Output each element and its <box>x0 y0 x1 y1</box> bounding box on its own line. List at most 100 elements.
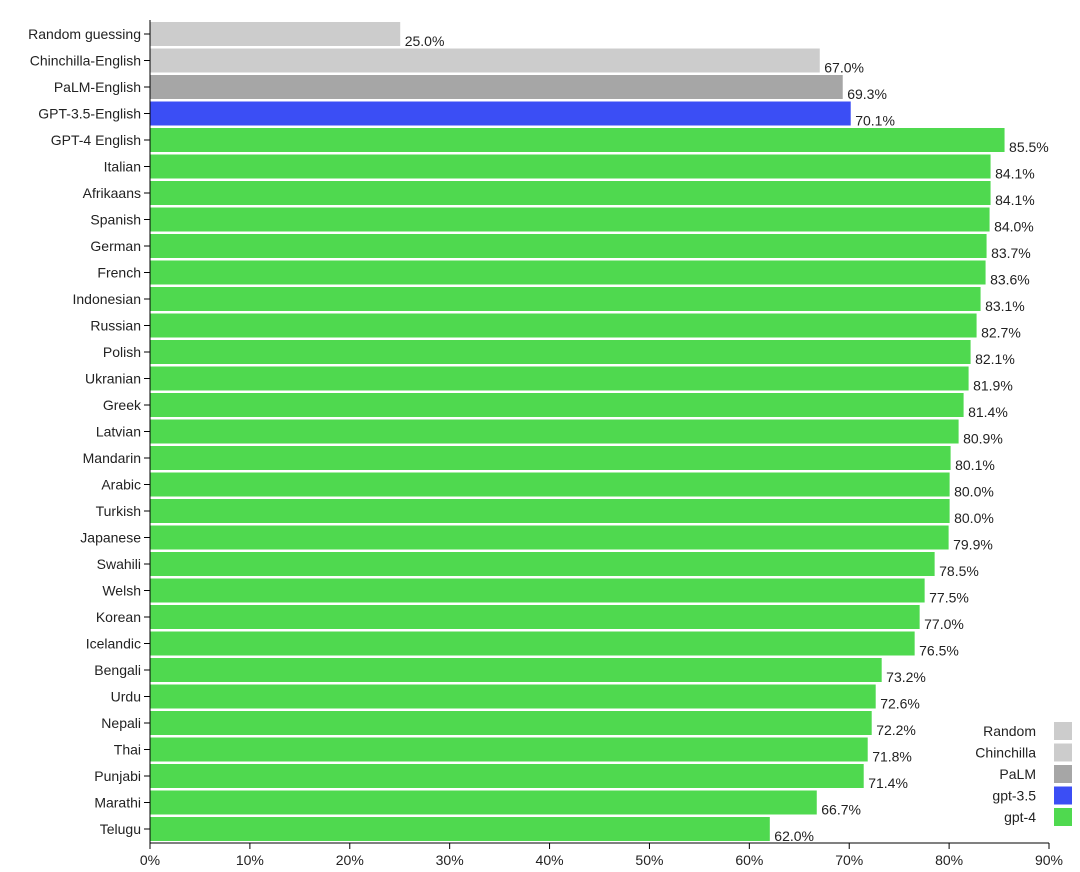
bar <box>150 366 969 391</box>
legend: Random Chinchilla PaLM gpt-3.5 gpt-4 <box>975 722 1072 826</box>
category-label: French <box>97 265 141 281</box>
category-label: Random guessing <box>28 26 141 42</box>
legend-label: gpt-4 <box>1004 809 1036 825</box>
bar <box>150 578 925 603</box>
value-label: 80.1% <box>955 457 995 473</box>
x-tick-label: 80% <box>935 852 963 868</box>
category-label: Nepali <box>101 715 141 731</box>
category-label: GPT-4 English <box>51 132 141 148</box>
value-label: 82.7% <box>981 325 1021 341</box>
value-label: 71.8% <box>872 749 912 765</box>
bar <box>150 207 990 232</box>
legend-swatch <box>1054 808 1072 826</box>
x-tick-label: 50% <box>635 852 663 868</box>
category-label: Japanese <box>80 530 141 546</box>
x-tick-label: 70% <box>835 852 863 868</box>
bar <box>150 340 971 364</box>
bar <box>150 711 872 735</box>
bar <box>150 419 959 444</box>
x-axis: 0% 10% 20% 30% 40% 50% 60% 70% 80% 90% <box>140 842 1063 868</box>
bar <box>150 552 935 576</box>
value-label: 81.9% <box>973 378 1013 394</box>
category-label: Marathi <box>94 795 141 811</box>
bar <box>150 684 876 709</box>
value-label: 80.9% <box>963 431 1003 447</box>
value-label: 72.6% <box>880 696 920 712</box>
category-label: Chinchilla-English <box>30 53 141 69</box>
value-label: 25.0% <box>405 33 445 49</box>
category-label: Telugu <box>100 821 141 837</box>
legend-swatch <box>1054 722 1072 740</box>
value-label: 82.1% <box>975 351 1015 367</box>
bar <box>150 154 991 179</box>
legend-label: Chinchilla <box>975 745 1036 761</box>
value-label: 84.1% <box>995 192 1035 208</box>
bar <box>150 737 868 762</box>
category-label: Russian <box>90 318 141 334</box>
value-label: 76.5% <box>919 643 959 659</box>
legend-label: gpt-3.5 <box>992 788 1036 804</box>
bar <box>150 75 843 99</box>
bar <box>150 499 950 523</box>
bar <box>150 631 915 656</box>
x-tick-label: 30% <box>436 852 464 868</box>
value-label: 72.2% <box>876 722 916 738</box>
bar <box>150 287 981 311</box>
legend-swatch <box>1054 743 1072 762</box>
bar <box>150 817 770 841</box>
x-tick-label: 60% <box>735 852 763 868</box>
value-label: 77.0% <box>924 616 964 632</box>
bar <box>150 764 864 788</box>
value-label: 84.1% <box>995 166 1035 182</box>
bars: 25.0% 67.0% 69.3% 70.1% 85.5% 84.1% 84.1% 84.0%… <box>150 22 1049 844</box>
category-label: Icelandic <box>86 636 141 652</box>
category-label: Bengali <box>94 662 141 678</box>
bar <box>150 393 964 417</box>
legend-label: Random <box>983 723 1036 739</box>
value-label: 77.5% <box>929 590 969 606</box>
value-label: 71.4% <box>868 775 908 791</box>
category-label: Korean <box>96 609 141 625</box>
x-tick-label: 20% <box>336 852 364 868</box>
value-label: 67.0% <box>824 60 864 76</box>
value-label: 83.7% <box>991 245 1031 261</box>
category-label: Urdu <box>111 689 141 705</box>
value-label: 80.0% <box>954 510 994 526</box>
value-label: 69.3% <box>847 86 887 102</box>
value-label: 62.0% <box>774 828 814 844</box>
category-label: Arabic <box>101 477 141 493</box>
bar <box>150 525 949 550</box>
bar <box>150 446 951 470</box>
bar <box>150 101 851 126</box>
value-label: 66.7% <box>821 802 861 818</box>
category-label: Punjabi <box>94 768 141 784</box>
category-label: Polish <box>103 344 141 360</box>
category-label: Italian <box>104 159 141 175</box>
value-label: 85.5% <box>1009 139 1049 155</box>
x-tick-label: 40% <box>536 852 564 868</box>
legend-swatch <box>1054 765 1072 783</box>
value-label: 78.5% <box>939 563 979 579</box>
category-label: Latvian <box>96 424 141 440</box>
bar <box>150 658 882 682</box>
bar <box>150 234 987 258</box>
category-label: Turkish <box>96 503 141 519</box>
value-label: 84.0% <box>994 219 1034 235</box>
bar <box>150 790 817 815</box>
category-label: Mandarin <box>83 450 141 466</box>
category-label: Spanish <box>90 212 141 228</box>
value-label: 80.0% <box>954 484 994 500</box>
x-tick-label: 10% <box>236 852 264 868</box>
y-axis: Random guessing Chinchilla-English PaLM-En… <box>28 20 151 843</box>
x-tick-label: 0% <box>140 852 160 868</box>
category-label: Ukranian <box>85 371 141 387</box>
bar <box>150 48 820 73</box>
x-tick-label: 90% <box>1035 852 1063 868</box>
category-label: Thai <box>114 742 141 758</box>
bar <box>150 605 920 629</box>
value-label: 83.1% <box>985 298 1025 314</box>
bar <box>150 22 401 46</box>
category-label: Greek <box>103 397 142 413</box>
value-label: 70.1% <box>855 113 895 129</box>
